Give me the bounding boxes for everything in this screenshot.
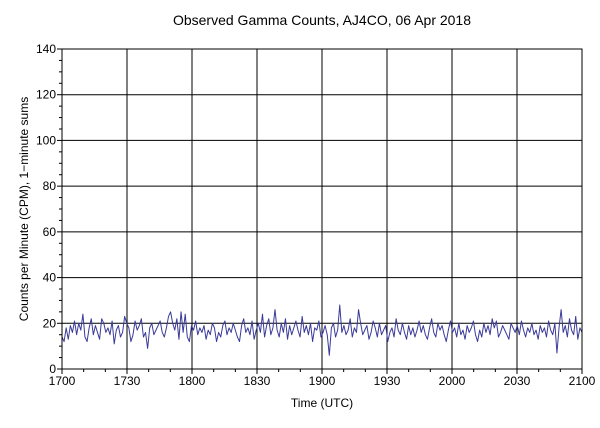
y-tick-label: 140 bbox=[36, 42, 56, 56]
x-tick-label: 1700 bbox=[49, 374, 76, 388]
chart-title: Observed Gamma Counts, AJ4CO, 06 Apr 201… bbox=[173, 12, 471, 28]
x-tick-label: 2030 bbox=[504, 374, 531, 388]
y-tick-label: 60 bbox=[43, 225, 57, 239]
tick-layer: 0 20 40 60 80 100 120 140 1700 1730 1800 1830 1900 19… bbox=[36, 42, 596, 388]
y-tick-label: 20 bbox=[43, 316, 57, 330]
x-tick-label: 1800 bbox=[179, 374, 206, 388]
series-line bbox=[61, 304, 583, 356]
series-layer bbox=[61, 304, 583, 356]
x-tick-label: 1830 bbox=[244, 374, 271, 388]
x-tick-label: 1730 bbox=[114, 374, 141, 388]
x-tick-label: 2000 bbox=[439, 374, 466, 388]
x-tick-label: 1900 bbox=[309, 374, 336, 388]
x-tick-label: 1930 bbox=[374, 374, 401, 388]
y-tick-label: 100 bbox=[36, 133, 56, 147]
y-tick-label: 40 bbox=[43, 271, 57, 285]
x-tick-label: 2100 bbox=[569, 374, 596, 388]
grid-layer bbox=[61, 48, 583, 370]
y-axis-title: Counts per Minute (CPM), 1−minute sums bbox=[17, 97, 31, 321]
y-tick-label: 120 bbox=[36, 88, 56, 102]
y-tick-label: 80 bbox=[43, 179, 57, 193]
x-axis-title: Time (UTC) bbox=[291, 396, 353, 410]
y-tick-label: 0 bbox=[49, 362, 56, 376]
